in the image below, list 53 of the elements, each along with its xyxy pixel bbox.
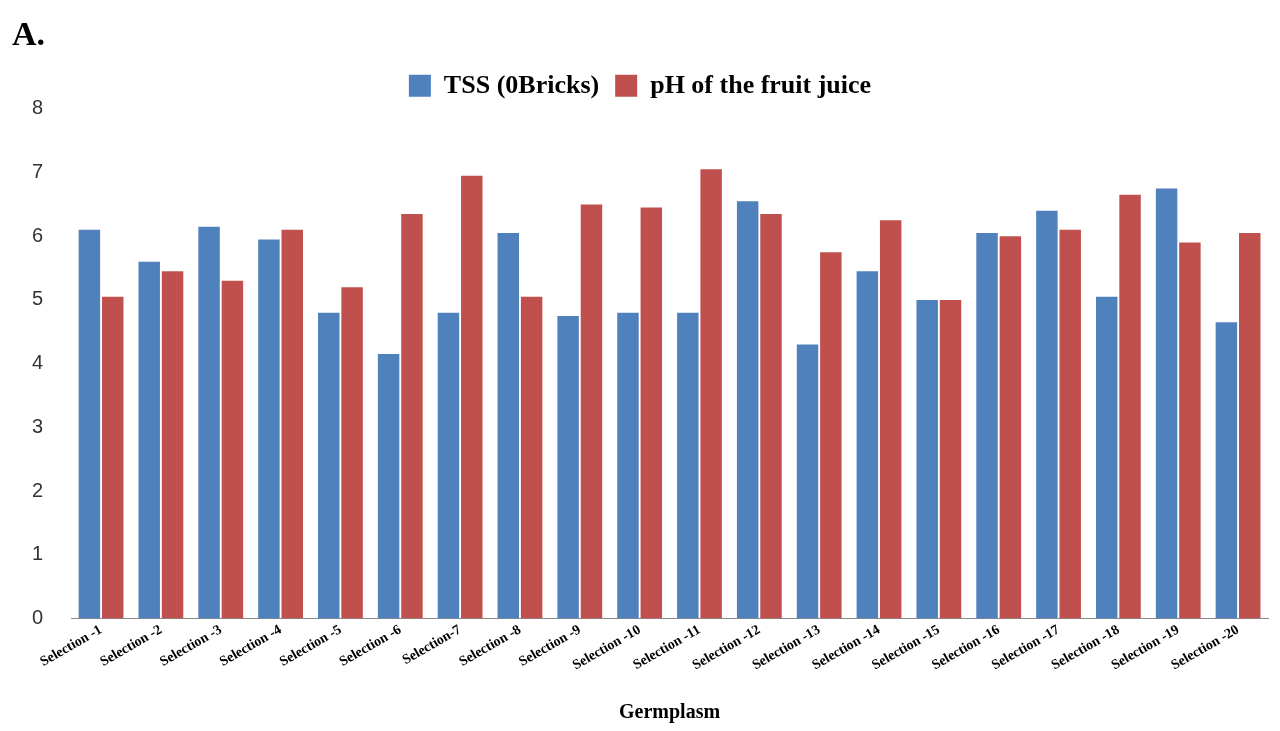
bar bbox=[258, 239, 280, 619]
bar bbox=[939, 299, 962, 619]
bar bbox=[341, 287, 363, 619]
bar bbox=[161, 271, 184, 619]
bar bbox=[78, 229, 101, 619]
y-tick-label: 4 bbox=[32, 351, 44, 374]
bar bbox=[1155, 188, 1178, 619]
bar bbox=[580, 204, 603, 619]
y-tick-label: 1 bbox=[32, 542, 44, 565]
legend-label: TSS (0Bricks) bbox=[443, 69, 600, 99]
bar bbox=[318, 312, 340, 619]
y-tick-label: 5 bbox=[32, 287, 44, 310]
bar bbox=[281, 229, 303, 619]
chart-title: A. bbox=[12, 15, 46, 53]
bar bbox=[1095, 296, 1118, 619]
bar bbox=[640, 207, 663, 619]
bar bbox=[461, 175, 483, 619]
x-axis-title: Germplasm bbox=[619, 700, 721, 724]
y-tick-label: 7 bbox=[32, 160, 44, 183]
bar bbox=[497, 233, 520, 619]
bar bbox=[760, 213, 782, 619]
y-tick-label: 8 bbox=[32, 96, 44, 119]
bar bbox=[520, 296, 543, 619]
bar bbox=[198, 226, 220, 619]
bar bbox=[999, 236, 1022, 619]
bar bbox=[1059, 229, 1081, 619]
bar bbox=[1215, 322, 1238, 619]
bar bbox=[437, 312, 460, 619]
bar bbox=[101, 296, 124, 619]
bar bbox=[677, 312, 699, 619]
bar bbox=[1179, 242, 1201, 619]
bar bbox=[1119, 194, 1141, 619]
y-tick-label: 2 bbox=[32, 478, 44, 501]
bar bbox=[138, 261, 160, 619]
y-tick-label: 0 bbox=[32, 606, 44, 629]
y-tick-label: 3 bbox=[32, 414, 44, 437]
bar bbox=[1239, 233, 1261, 619]
bar bbox=[401, 213, 423, 619]
bar bbox=[1036, 210, 1058, 619]
bar bbox=[736, 201, 759, 619]
bar bbox=[377, 354, 400, 619]
bar bbox=[976, 233, 998, 619]
bar bbox=[796, 344, 819, 619]
bar bbox=[617, 312, 639, 619]
bar bbox=[879, 220, 902, 619]
bar bbox=[820, 252, 842, 619]
bar bbox=[916, 299, 938, 619]
bar bbox=[557, 315, 579, 619]
bar bbox=[221, 280, 244, 619]
bar bbox=[856, 271, 879, 619]
legend-label: pH of the fruit juice bbox=[650, 69, 872, 99]
bar bbox=[700, 169, 722, 619]
y-tick-label: 6 bbox=[32, 223, 44, 246]
